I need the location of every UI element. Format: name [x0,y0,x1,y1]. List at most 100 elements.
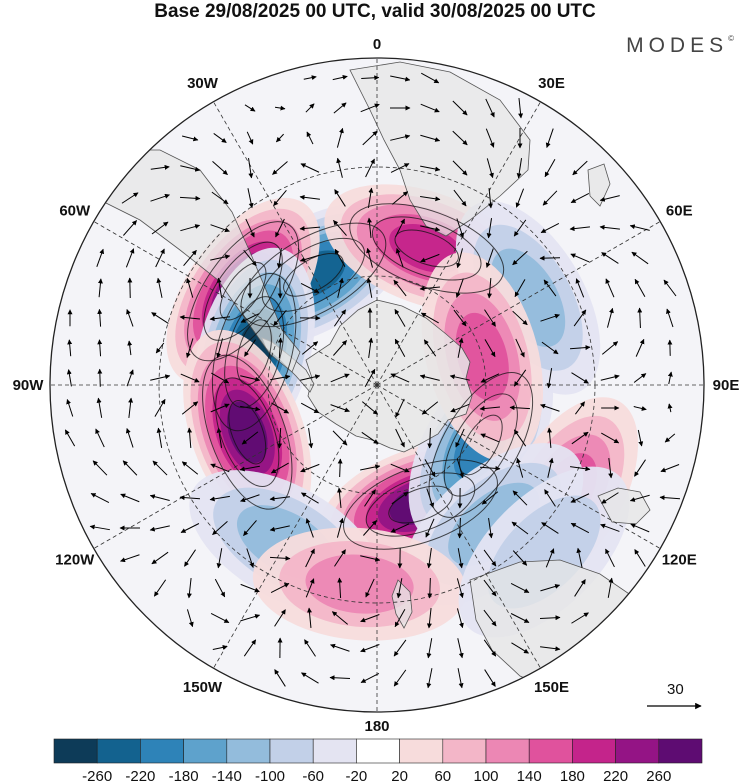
wind-arrow [421,401,439,415]
wind-arrow [487,277,493,299]
wind-arrow [575,401,585,415]
wind-arrow [452,160,468,176]
streamline [428,372,534,518]
wind-arrow [240,405,261,412]
streamline [443,393,518,497]
wind-arrow [150,193,170,202]
wind-arrow [457,668,464,689]
wind-arrow [67,339,73,357]
colorbar-tick-label: -100 [255,768,285,783]
wind-arrow [509,405,531,411]
wind-arrow [337,577,343,599]
wind-arrow [483,639,497,657]
wind-arrow [90,492,110,504]
wind-arrow [600,374,620,381]
wind-arrow [97,339,103,357]
wind-arrow [181,401,199,415]
wind-arrow [89,524,110,531]
wind-arrow [457,548,464,569]
wind-arrow [396,578,403,599]
wind-arrow [569,226,590,232]
wind-arrow [457,337,464,358]
wind-arrow [120,554,140,563]
streamline [371,216,482,281]
colorbar: -260 -220 -180 -140 -100 -60 -20 20 60 100 140 180 2… [53,738,703,783]
meridian-label: 150W [183,679,223,696]
wind-arrow [488,518,494,539]
wind-arrow [360,673,380,683]
wind-arrow [243,639,257,657]
wind-arrow [452,100,468,116]
meridian-label: 30W [187,75,219,92]
meridian-label: 90W [13,377,45,394]
wind-arrow [634,278,646,297]
streamline [394,229,459,268]
colorbar-tick-label: 260 [646,768,671,783]
map-border [49,57,705,713]
meridian-label: 60E [666,203,693,220]
wind-arrow [421,72,440,84]
wind-arrow [183,249,197,266]
wind-arrow [425,518,435,538]
wind-arrow [633,405,647,411]
wind-arrow [149,525,170,532]
wind-arrow [364,489,376,507]
streamline [215,377,280,488]
streamline [343,459,498,550]
wind-arrow [545,128,554,148]
wind-arrow [394,308,406,327]
meridian-label: 0 [373,36,381,53]
wind-arrow [368,337,374,358]
wind-arrow [337,277,344,298]
wind-arrow [300,374,321,381]
wind-arrow [210,224,230,233]
meridian-line [213,101,378,386]
wind-arrow [455,278,464,298]
wind-arrow [571,372,589,384]
wind-arrow [513,369,527,387]
wind-arrow [304,639,316,657]
wind-arrow [182,135,199,142]
wind-arrow [305,548,315,568]
wind-arrow [187,427,193,449]
wind-arrow [333,309,347,327]
colorbar-tick-label: 20 [391,768,408,783]
wind-arrow [427,427,433,449]
meridian-label: 30E [538,75,565,92]
wind-arrow [362,130,378,146]
colorbar-tick-label: -60 [302,768,324,783]
wind-arrow [426,668,433,689]
meridian-label: 180 [364,718,389,735]
wind-arrow [300,463,320,473]
wind-arrow [390,134,411,141]
wind-arrow [483,579,497,597]
wind-arrow [97,278,103,298]
wind-arrow [545,548,555,568]
wind-arrow [274,105,286,111]
wind-arrow [122,460,138,476]
streamline [459,414,503,476]
wind-arrow [483,609,497,627]
wind-arrow [631,251,649,265]
wind-arrow [663,279,677,297]
colorbar-swatch [658,738,703,764]
wind-arrow [210,403,230,413]
wind-arrow [390,75,411,82]
wind-arrow [330,373,350,383]
wind-arrow [366,277,373,298]
wind-arrow [514,279,526,298]
wind-arrow [179,495,201,501]
wind-arrow [364,368,376,387]
wind-arrow [240,583,260,593]
wind-arrow [390,523,410,533]
map-title: Base 29/08/2025 00 UTC, valid 30/08/2025… [154,1,596,22]
wind-arrow [269,525,290,532]
wind-arrow [156,427,163,448]
wind-arrow [270,374,291,381]
wind-arrow [664,433,676,443]
wind-arrow [420,225,441,232]
wind-arrow [334,549,346,567]
wind-arrow [456,248,463,269]
colorbar-tick-label: 100 [473,768,498,783]
wind-arrow [308,428,314,449]
